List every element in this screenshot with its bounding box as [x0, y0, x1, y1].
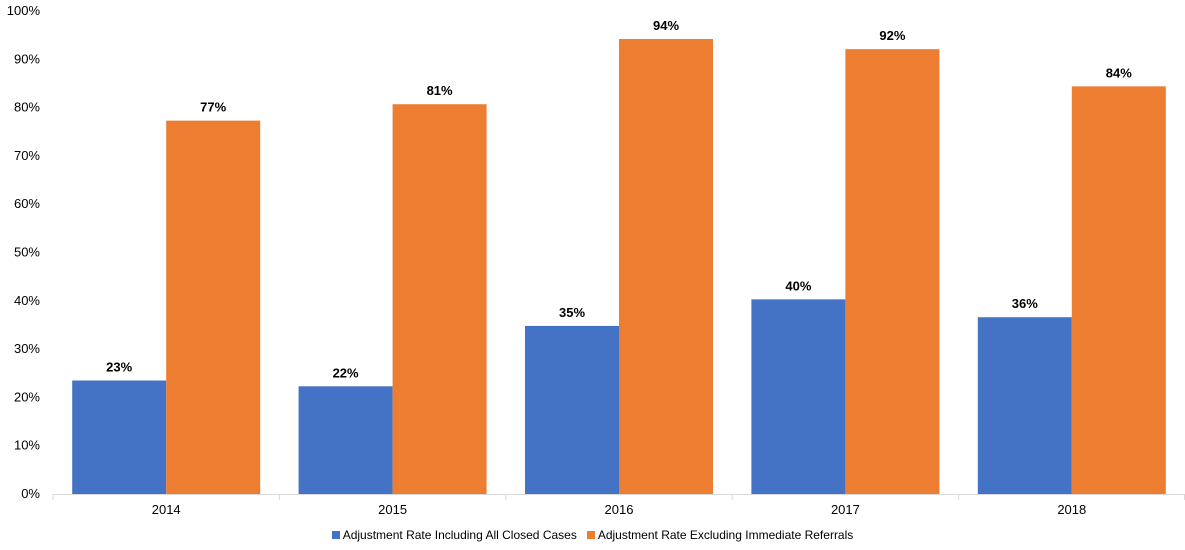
y-tick-label: 80%	[14, 100, 40, 115]
legend-label-series-2: Adjustment Rate Excluding Immediate Refe…	[597, 528, 854, 542]
x-tick-label: 2016	[605, 502, 634, 517]
legend-item-series-1: Adjustment Rate Including All Closed Cas…	[331, 528, 577, 542]
data-label-series-2-2017: 92%	[879, 28, 905, 43]
bar-series-1-2014	[72, 380, 167, 494]
y-tick-label: 70%	[14, 148, 40, 163]
x-tick-label: 2018	[1057, 502, 1086, 517]
bar-chart: 0% 10% 20% 30% 40% 50% 60% 70% 80% 90% 100% 23% 77% 2…	[7, 3, 1185, 517]
bar-series-2-2018	[1071, 86, 1166, 495]
bar-series-1-2016	[525, 325, 619, 494]
legend-item-series-2: Adjustment Rate Excluding Immediate Refe…	[586, 528, 854, 542]
bar-series-1-2018	[977, 317, 1072, 494]
bar-series-2-2014	[166, 120, 261, 495]
bar-series-2-2016	[619, 39, 713, 494]
y-tick-label: 100%	[7, 3, 41, 18]
data-label-series-1-2015: 22%	[333, 365, 359, 380]
y-tick-label: 60%	[14, 196, 40, 211]
data-label-series-2-2014: 77%	[200, 100, 226, 115]
x-tick-label: 2014	[152, 502, 181, 517]
bar-series-1-2015	[298, 386, 393, 494]
data-label-series-1-2018: 36%	[1012, 296, 1038, 311]
y-tick-label: 90%	[14, 51, 40, 66]
bar-series-2-2017	[845, 49, 940, 494]
y-tick-label: 20%	[14, 389, 40, 404]
data-label-series-1-2017: 40%	[785, 278, 811, 293]
y-tick-label: 40%	[14, 293, 40, 308]
legend-swatch-series-2	[586, 531, 595, 539]
bar-series-1-2017	[751, 299, 846, 494]
data-label-series-2-2018: 84%	[1106, 65, 1132, 80]
data-label-series-1-2016: 35%	[559, 305, 585, 320]
legend: Adjustment Rate Including All Closed Cas…	[0, 528, 1185, 542]
x-tick-label: 2015	[378, 502, 407, 517]
data-label-series-2-2015: 81%	[427, 83, 453, 98]
data-label-series-2-2016: 94%	[653, 18, 679, 33]
y-tick-label: 50%	[14, 245, 40, 260]
legend-swatch-series-1	[331, 531, 340, 539]
x-tick-label: 2017	[831, 502, 860, 517]
legend-label-series-1: Adjustment Rate Including All Closed Cas…	[342, 528, 577, 542]
y-tick-label: 10%	[14, 438, 40, 453]
bar-series-2-2015	[392, 104, 487, 495]
data-label-series-1-2014: 23%	[106, 359, 132, 374]
y-tick-label: 0%	[21, 486, 40, 501]
y-tick-label: 30%	[14, 341, 40, 356]
